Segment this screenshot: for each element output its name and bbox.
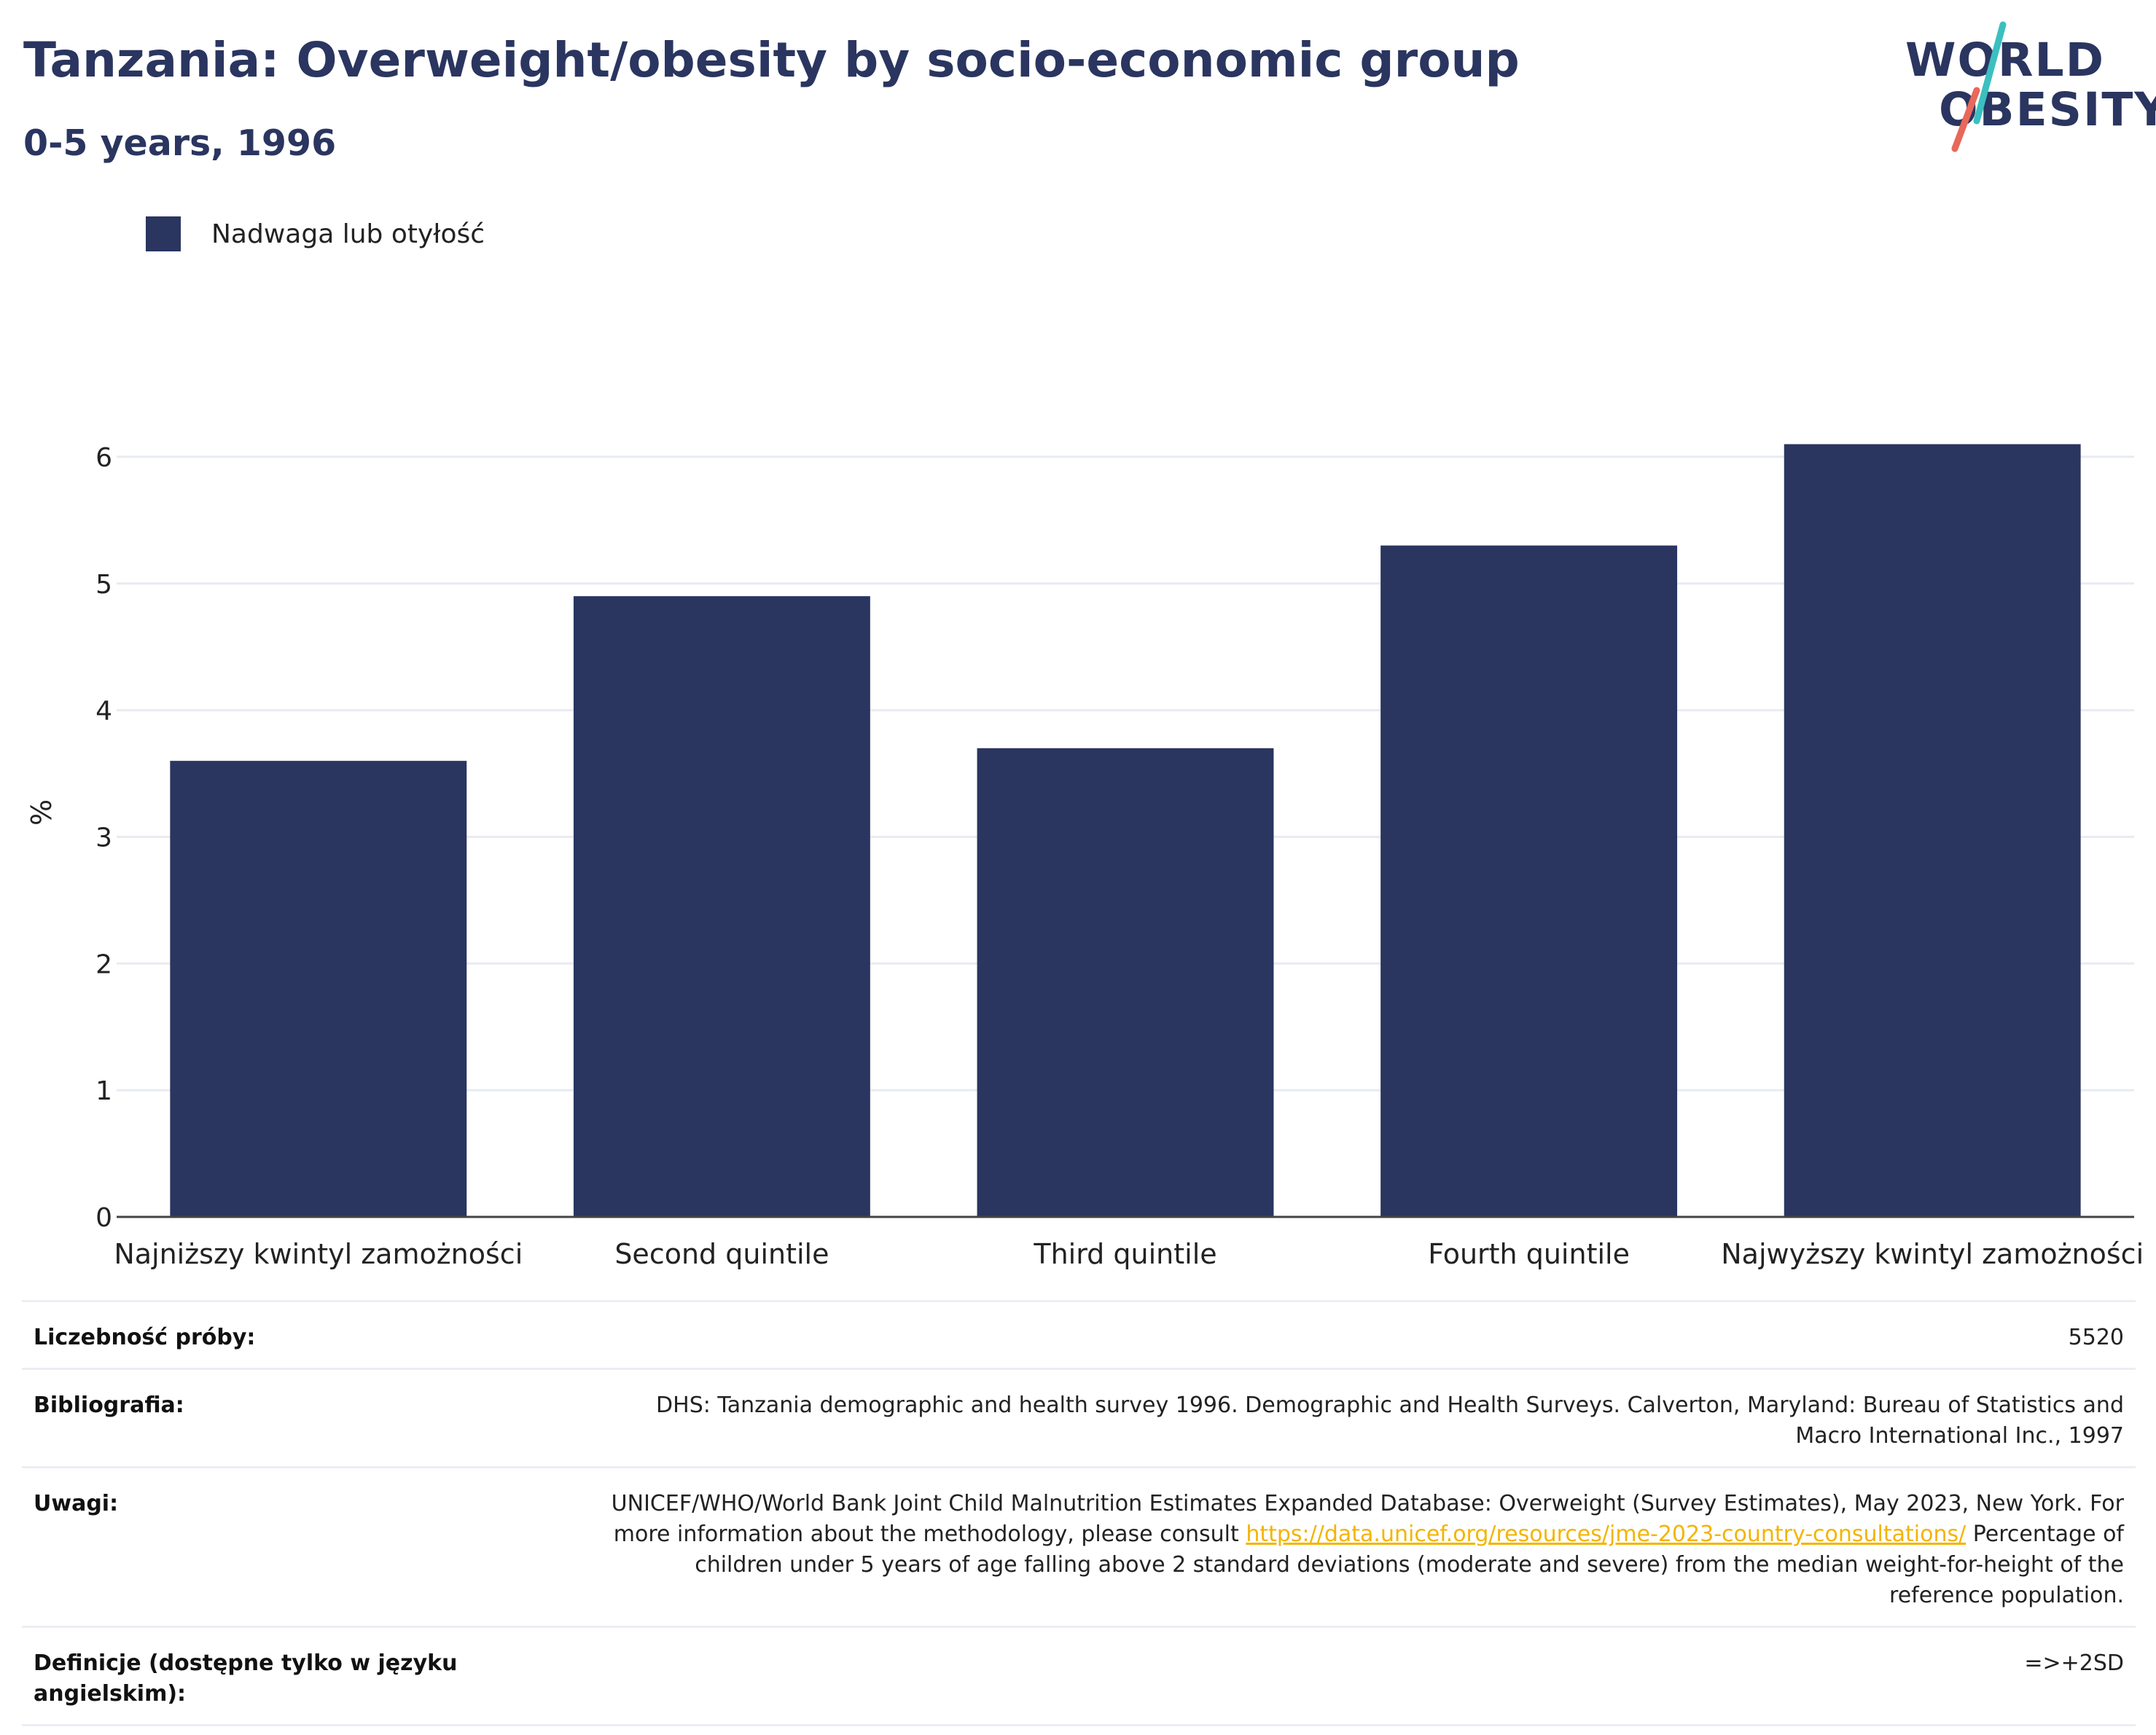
chart-legend: Nadwaga lub otyłość [146, 216, 485, 252]
notes-value: UNICEF/WHO/World Bank Joint Child Malnut… [593, 1489, 2124, 1611]
sample-value: 5520 [2068, 1325, 2124, 1350]
bar[interactable] [1380, 545, 1678, 1217]
x-tick-label: Fourth quintile [1428, 1238, 1630, 1270]
bar[interactable] [1784, 444, 2081, 1217]
bar-chart: 0 1 2 3 4 5 6 Najniższy kwintyl zamożności Secon… [26, 443, 2144, 1270]
y-tick-label: 4 [95, 697, 112, 726]
x-tick-label: Najniższy kwintyl zamożności [114, 1238, 523, 1270]
axes: 0 1 2 3 4 5 6 Najniższy kwintyl zamożności Secon… [26, 443, 2144, 1270]
info-row-bibliography: Bibliografia: DHS: Tanzania demographic … [22, 1368, 2136, 1466]
notes-text-after: Percentage of children under 5 years of … [695, 1521, 2124, 1608]
info-row-definitions: Definicje (dostępne tylko w języku angie… [22, 1626, 2136, 1726]
x-tick-label: Najwyższy kwintyl zamożności [1721, 1238, 2144, 1270]
bar[interactable] [977, 748, 1274, 1217]
y-tick-label: 0 [95, 1203, 112, 1233]
info-table: Liczebność próby: 5520 Bibliografia: DHS… [22, 1300, 2136, 1726]
sample-label: Liczebność próby: [34, 1325, 256, 1350]
bar[interactable] [573, 596, 870, 1217]
bibliography-label: Bibliografia: [34, 1393, 184, 1418]
info-row-sample: Liczebność próby: 5520 [22, 1300, 2136, 1368]
x-tick-label: Third quintile [1033, 1238, 1216, 1270]
y-tick-label: 3 [95, 823, 112, 853]
logo-slash-icon [1951, 21, 2007, 152]
info-row-notes: Uwagi: UNICEF/WHO/World Bank Joint Child… [22, 1466, 2136, 1626]
y-axis-label: % [26, 799, 58, 826]
notes-label: Uwagi: [34, 1491, 119, 1516]
bars [170, 444, 2081, 1217]
y-tick-label: 1 [95, 1076, 112, 1106]
y-tick-label: 2 [95, 949, 112, 979]
chart-subtitle: 0-5 years, 1996 [23, 122, 337, 164]
legend-swatch [146, 216, 181, 251]
y-tick-label: 6 [95, 443, 112, 473]
definitions-label: Definicje (dostępne tylko w języku angie… [34, 1650, 458, 1707]
y-tick-label: 5 [95, 570, 112, 600]
bibliography-value: DHS: Tanzania demographic and health sur… [656, 1393, 2124, 1449]
definitions-value: =>+2SD [2024, 1650, 2124, 1676]
bar[interactable] [170, 761, 467, 1217]
notes-text-before: UNICEF/WHO/World Bank Joint Child Malnut… [611, 1491, 2124, 1547]
logo-line-1: WORLD [1905, 34, 2105, 87]
world-obesity-logo: WORLD OBESITY [1895, 20, 2156, 159]
methodology-link[interactable]: https://data.unicef.org/resources/jme-20… [1246, 1521, 1966, 1547]
legend-label: Nadwaga lub otyłość [211, 219, 485, 249]
x-tick-label: Second quintile [614, 1238, 829, 1270]
chart-title: Tanzania: Overweight/obesity by socio-ec… [23, 32, 1520, 88]
